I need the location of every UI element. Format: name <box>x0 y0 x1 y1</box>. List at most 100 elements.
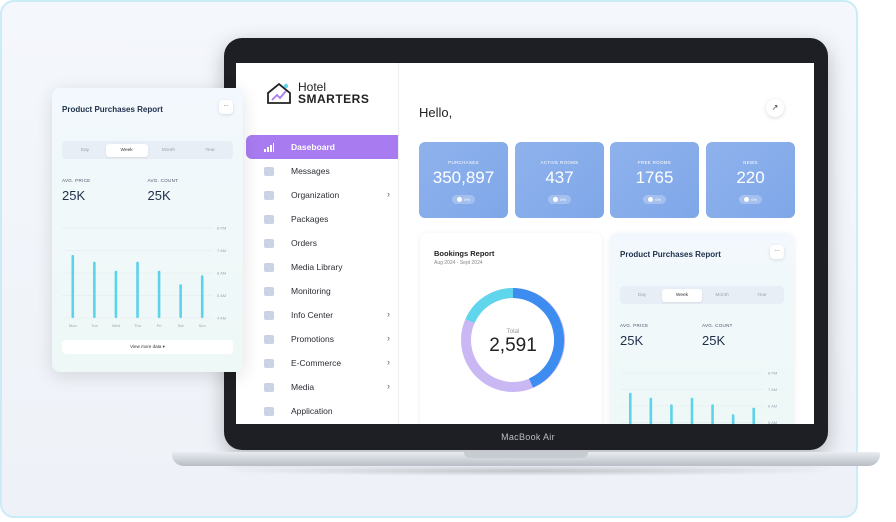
sidebar-item-messages[interactable]: Messages <box>246 159 398 183</box>
stat-value: 220 <box>736 168 765 187</box>
sidebar-item-label: Packages <box>291 214 329 224</box>
sidebar-item-packages[interactable]: Packages <box>246 207 398 231</box>
sidebar-item-e-commerce[interactable]: E-Commerce › <box>246 351 398 375</box>
more-options-button[interactable]: ··· <box>219 100 233 114</box>
y-tick-label: 8 PM <box>768 371 777 376</box>
mail-icon <box>264 166 274 176</box>
logo-line1: Hotel <box>298 80 327 94</box>
chevron-right-icon: › <box>387 189 390 199</box>
y-tick-label: 8 PM <box>217 226 226 231</box>
line-chart-icon <box>264 286 274 296</box>
bar-mon <box>71 255 75 318</box>
stat-change-badge: 0% <box>643 195 666 205</box>
x-tick-label: Mon <box>69 323 77 328</box>
sidebar-item-organization[interactable]: Organization › <box>246 183 398 207</box>
trend-icon <box>648 197 654 203</box>
y-tick-label: 7 AM <box>217 248 226 253</box>
trend-icon <box>744 197 750 203</box>
chevron-right-icon: › <box>387 309 390 319</box>
avg-count-value: 25K <box>147 188 171 203</box>
logo-line2: SMARTERS <box>298 92 370 106</box>
sidebar-item-label: Media Library <box>291 262 343 272</box>
avg-price-value: 25K <box>620 333 644 348</box>
purchases-bar-chart: 4 AM 5 AM 6 AM 7 AM 8 PM Mon Tue Wed Thu Fri Sat Su… <box>62 226 226 328</box>
donut-center-label: Total <box>507 329 520 335</box>
sidebar-item-media-library[interactable]: Media Library <box>246 255 398 279</box>
segment-day[interactable]: Day <box>80 147 90 153</box>
sidebar-item-label: Application <box>291 406 333 416</box>
logo: Hotel SMARTERS <box>266 81 369 105</box>
avg-price-label: AVG. PRICE <box>620 323 649 328</box>
sidebar-item-monitoring[interactable]: Monitoring <box>246 279 398 303</box>
sidebar-item-label: Promotions <box>291 334 334 344</box>
sidebar-item-orders[interactable]: Orders <box>246 231 398 255</box>
bar-chart-icon <box>264 142 274 152</box>
sidebar-item-daseboard[interactable]: Daseboard <box>246 135 398 159</box>
bar-sat <box>731 414 735 424</box>
sidebar-nav: Daseboard Messages Organization › Packages Or… <box>246 135 398 423</box>
stat-change: 0% <box>751 197 757 202</box>
x-tick-label: Sat <box>178 323 185 328</box>
stat-change-badge: 0% <box>548 195 571 205</box>
sidebar-item-label: E-Commerce <box>291 358 342 368</box>
bar-fri <box>711 404 714 424</box>
period-segmented-control: Day Week Month Year <box>620 286 784 304</box>
bar-tue <box>649 397 653 424</box>
avg-count-label: AVG. COUNT <box>702 323 733 328</box>
expand-button[interactable]: ↗ <box>766 99 784 117</box>
avg-price-label: AVG. PRICE <box>62 178 91 183</box>
trend-icon <box>457 197 463 203</box>
stat-label: ACTIVE ROOMS <box>540 160 579 165</box>
bookings-donut-chart: Total 2,591 <box>461 288 565 392</box>
segment-day[interactable]: Day <box>637 292 647 298</box>
bar-mon <box>628 392 632 424</box>
stat-change-badge: 0% <box>739 195 762 205</box>
building-icon <box>264 190 274 200</box>
sidebar-item-promotions[interactable]: Promotions › <box>246 327 398 351</box>
puzzle-icon <box>264 406 274 416</box>
bar-fri <box>157 270 161 318</box>
stat-card-free-rooms: FREE ROOMS 1765 0% <box>610 142 699 218</box>
package-icon <box>264 214 274 224</box>
sidebar-item-media[interactable]: Media › <box>246 375 398 399</box>
document-icon <box>264 334 274 344</box>
bar-sat <box>179 284 182 318</box>
bookings-report-card: Bookings Report Aug 2024 - Sept 2024 Tot… <box>420 233 602 424</box>
bar-sun <box>200 275 204 318</box>
more-options-button[interactable]: ··· <box>770 245 784 259</box>
stat-card-news: NEWS 220 0% <box>706 142 795 218</box>
sidebar-item-label: Orders <box>291 238 317 248</box>
clipboard-icon <box>264 238 274 248</box>
greeting: Hello, <box>419 105 453 120</box>
segment-month[interactable]: Month <box>715 292 729 298</box>
segment-year[interactable]: Year <box>205 147 215 153</box>
x-tick-label: Wed <box>112 323 120 328</box>
ppr-card-inner: Product Purchases Report ··· Day Week Month Y… <box>610 233 794 424</box>
segment-week[interactable]: Week <box>105 143 148 157</box>
y-tick-label: 6 AM <box>217 271 226 276</box>
sidebar-item-info-center[interactable]: Info Center › <box>246 303 398 327</box>
stat-change: 0% <box>560 197 566 202</box>
segment-month[interactable]: Month <box>161 147 176 153</box>
purchases-bar-chart: 4 AM5 AM6 AM7 AM8 PM <box>620 371 777 424</box>
y-tick-label: 4 AM <box>217 316 226 321</box>
sidebar-item-label: Monitoring <box>291 286 331 296</box>
stat-change: 0% <box>655 197 661 202</box>
segment-year[interactable]: Year <box>757 292 767 298</box>
sidebar-item-application[interactable]: Application <box>246 399 398 423</box>
laptop-shadow <box>230 466 830 476</box>
stat-label: PURCHASES <box>448 160 479 165</box>
avg-count-value: 25K <box>702 333 726 348</box>
x-tick-label: Thu <box>134 323 141 328</box>
sidebar-item-label: Info Center <box>291 310 334 320</box>
segment-week[interactable]: Week <box>662 288 702 302</box>
sidebar-item-label: Media <box>291 382 315 392</box>
view-more-button[interactable]: View more data ▾ <box>62 340 233 354</box>
bar-wed <box>670 404 673 424</box>
period-segmented-control: Day Week Month Year <box>62 141 233 159</box>
bar-sun <box>752 407 756 424</box>
folder-icon <box>264 382 274 392</box>
info-icon <box>264 310 274 320</box>
bookings-subtitle: Aug 2024 - Sept 2024 <box>434 260 483 266</box>
sidebar-item-label: Messages <box>291 166 330 176</box>
